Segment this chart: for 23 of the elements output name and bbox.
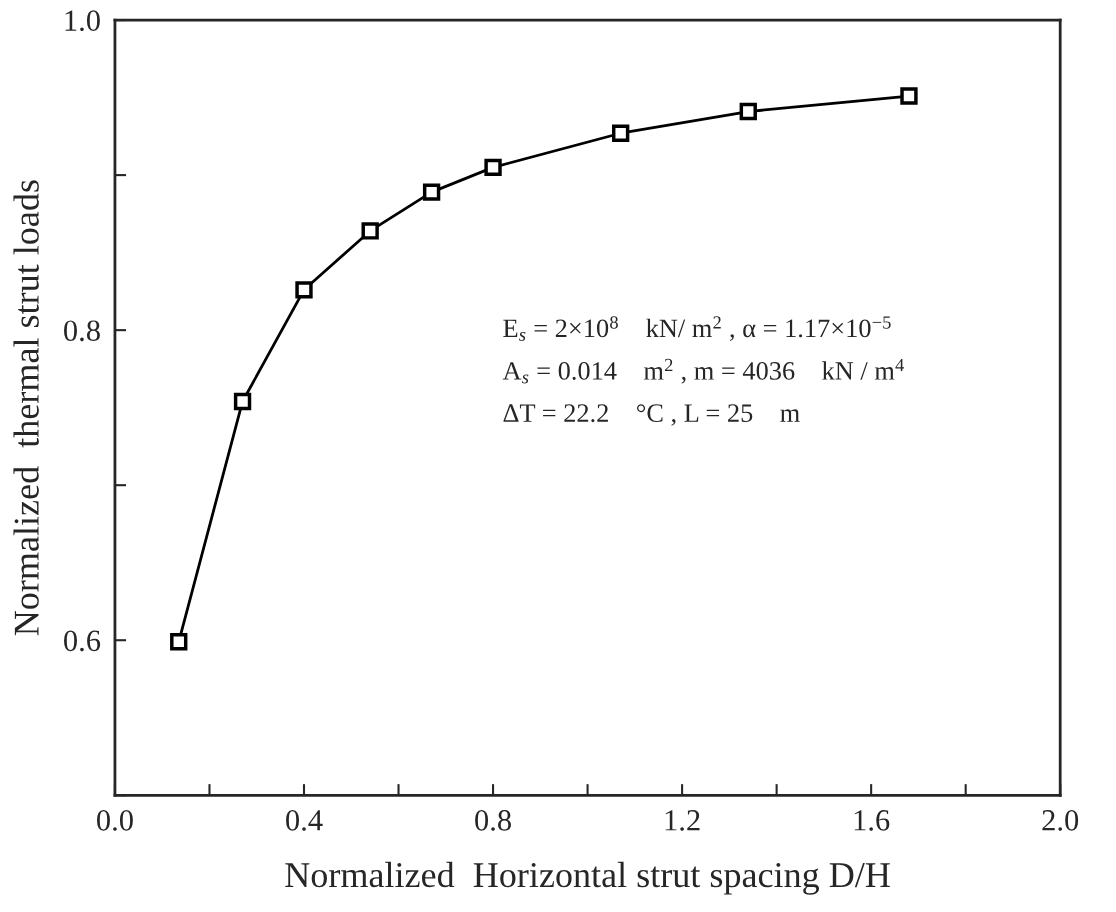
x-tick-label: 0.0 bbox=[97, 810, 133, 831]
y-tick-label: 0.8 bbox=[64, 320, 100, 342]
y-axis-title: Normalized thermal strut loads bbox=[13, 180, 39, 636]
point bbox=[739, 102, 757, 121]
y-tick-label: 1.0 bbox=[65, 10, 100, 32]
point bbox=[900, 87, 918, 105]
point bbox=[233, 392, 252, 411]
point bbox=[295, 281, 313, 299]
text: E$_{s}$ = 2×10$^{8}$ kN/ m$^{2}$ , α = 1.17×10$^{−5}$ bbox=[503, 316, 891, 342]
x-tick-label: 1.2 bbox=[665, 810, 700, 831]
x-axis-title: Normalized Horizontal strut spacing D/H bbox=[285, 861, 890, 895]
annotation: A$_{s}$ = 0.014 m$^{2}$ , m = 4036 kN / m$^{4}$ bbox=[502, 358, 905, 384]
point bbox=[484, 158, 502, 177]
point bbox=[422, 183, 441, 201]
x-tick-label: 0.4 bbox=[286, 810, 323, 831]
x-tick-label: 2.0 bbox=[1042, 810, 1079, 831]
point bbox=[611, 124, 630, 142]
annotation: ΔT = 22.2 °C , L = 25 m bbox=[503, 404, 800, 426]
x-tick-label: 0.8 bbox=[475, 810, 511, 831]
point bbox=[361, 222, 379, 240]
y-tick-label: 0.6 bbox=[64, 630, 101, 652]
point bbox=[170, 633, 188, 651]
x-tick-label: 1.6 bbox=[854, 810, 890, 831]
